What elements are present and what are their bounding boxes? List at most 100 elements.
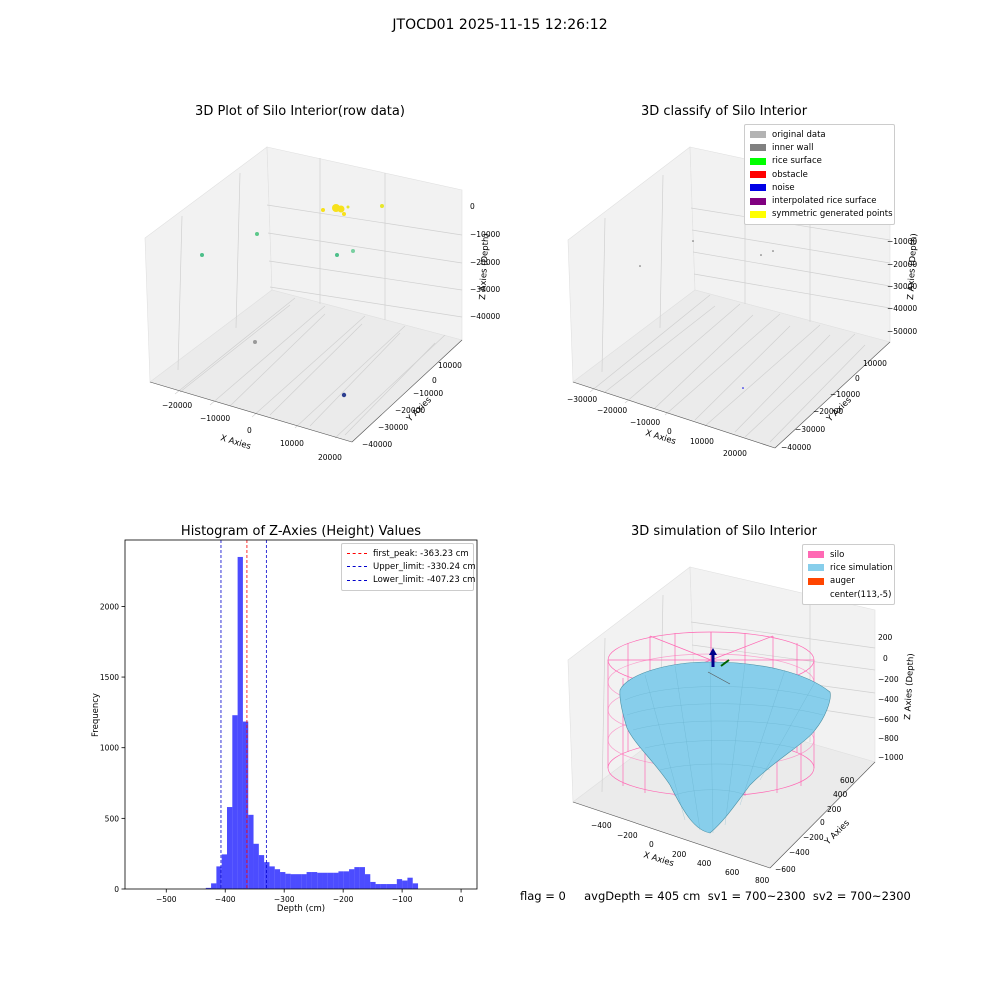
histogram-bars: [205, 556, 419, 889]
legend-item: obstacle: [750, 168, 889, 181]
histogram-bar: [338, 871, 344, 889]
z-axis-label: Z Axies (Depth): [906, 233, 919, 300]
tick-label: 10000: [280, 439, 304, 448]
legend-swatch: [808, 564, 824, 572]
histogram-bar: [295, 874, 302, 889]
tick-label: −20000: [470, 258, 500, 267]
tick-label: −400: [591, 821, 612, 830]
legend-line-swatch: [347, 553, 367, 555]
x-tick-label: −200: [333, 895, 354, 904]
raw-plot-title: 3D Plot of Silo Interior(row data): [195, 104, 405, 119]
histogram-bar: [402, 880, 408, 889]
legend-label: Lower_limit: -407.23 cm: [373, 575, 476, 586]
tick-label: −400: [789, 848, 810, 857]
tick-label: −1000: [878, 753, 904, 762]
histogram-bar: [327, 872, 334, 889]
legend-swatch: [808, 591, 824, 598]
legend-swatch: [808, 551, 824, 559]
tick-label: −200: [617, 831, 638, 840]
legend-item: rice surface: [750, 155, 889, 168]
simulation-3d-plot: −400 −200 0 200 400 600 800 X Axies −600…: [567, 566, 916, 885]
classify-zticks: −10000 −20000 −30000 −40000 −50000: [887, 237, 917, 336]
z-axis-label: Z Axies (Depth): [478, 233, 491, 300]
tick-label: −200: [803, 833, 824, 842]
histogram-bar: [232, 715, 238, 889]
histogram-bar: [333, 872, 339, 889]
classify-legend: original data inner wall rice surface obsta…: [744, 124, 895, 226]
y-axis-label: Y Axies: [822, 818, 852, 848]
histogram-bar: [242, 721, 249, 889]
tick-label: 0: [883, 654, 888, 663]
histogram-bar: [285, 873, 291, 889]
tick-label: −20000: [887, 260, 917, 269]
raw-3d-plot: −20000 −10000 0 10000 20000 X Axies −400…: [144, 146, 500, 462]
tick-label: 10000: [690, 437, 714, 446]
tick-label: −40000: [781, 443, 811, 452]
tick-label: 0: [432, 376, 437, 385]
histogram-bar: [311, 872, 318, 889]
tick-label: −600: [775, 865, 796, 874]
x-tick-label: −500: [156, 895, 177, 904]
legend-item: interpolated rice surface: [750, 194, 889, 207]
histogram-bar: [354, 867, 360, 889]
histogram-bar: [301, 874, 307, 889]
tick-label: −30000: [470, 285, 500, 294]
tick-label: 600: [840, 776, 855, 785]
legend-item: original data: [750, 128, 889, 141]
tick-label: −800: [878, 734, 899, 743]
histogram-title: Histogram of Z-Axies (Height) Values: [180, 524, 422, 539]
x-tick-label: −400: [215, 895, 236, 904]
tick-label: 200: [827, 805, 842, 814]
tick-label: −40000: [887, 304, 917, 313]
x-tick-label: −100: [392, 895, 413, 904]
tick-label: 800: [755, 876, 770, 885]
simulation-yticks: −600 −400 −200 0 200 400 600: [775, 776, 855, 874]
histogram-bar: [380, 884, 387, 889]
x-tick-label: −300: [274, 895, 295, 904]
tick-label: −10000: [470, 230, 500, 239]
legend-item: Upper_limit: -330.24 cm: [347, 560, 476, 573]
histogram-bar: [237, 556, 243, 889]
tick-label: −10000: [630, 418, 660, 427]
x-axis-label: X Axies: [642, 850, 675, 869]
histogram-bar: [317, 872, 323, 889]
tick-label: −10000: [887, 237, 917, 246]
legend-label: obstacle: [772, 169, 808, 180]
legend-item: Lower_limit: -407.23 cm: [347, 574, 475, 587]
tick-label: 20000: [723, 449, 747, 458]
raw-zticks: 0 −10000 −20000 −30000 −40000: [470, 202, 500, 321]
histogram-bar: [364, 874, 371, 889]
tick-label: 0: [855, 374, 860, 383]
y-tick-label: 1500: [100, 673, 119, 682]
tick-label: 0: [820, 818, 825, 827]
histogram-bar: [359, 867, 365, 889]
classify-plot-title: 3D classify of Silo Interior: [640, 104, 808, 119]
tick-label: 0: [667, 427, 672, 436]
tick-label: 0: [649, 840, 654, 849]
tick-label: 0: [470, 202, 475, 211]
x-axis-label: Depth (cm): [277, 904, 325, 914]
histogram-bar: [280, 872, 286, 889]
legend-label: silo: [830, 549, 845, 560]
tick-label: 400: [697, 859, 712, 868]
tick-label: 10000: [438, 361, 462, 370]
simulation-xticks: −400 −200 0 200 400 600 800: [591, 821, 770, 885]
legend-swatch: [750, 144, 766, 152]
tick-label: −10000: [413, 389, 443, 398]
histogram-bar: [216, 866, 222, 889]
tick-label: −20000: [162, 401, 192, 410]
tick-label: 400: [833, 790, 848, 799]
legend-item: symmetric generated points: [750, 208, 893, 221]
histogram-legend: first_peak: -363.23 cm Upper_limit: -330.…: [341, 543, 476, 591]
legend-label: original data: [772, 129, 826, 140]
y-tick-label: 2000: [100, 602, 119, 611]
legend-label: first_peak: -363.23 cm: [373, 548, 469, 559]
histogram-bar: [227, 807, 233, 889]
classify-xticks: −30000 −20000 −10000 0 10000 20000: [567, 395, 747, 458]
z-axis-label: Z Axies (Depth): [903, 653, 916, 720]
tick-label: −400: [878, 695, 899, 704]
histogram-chart: −500 −400 −300 −200 −100 0 0 500 1000 1500 2000 D…: [91, 539, 478, 914]
x-axis-label: X Axies: [219, 433, 252, 452]
legend-item: inner wall: [750, 141, 889, 154]
tick-label: 200: [672, 850, 687, 859]
